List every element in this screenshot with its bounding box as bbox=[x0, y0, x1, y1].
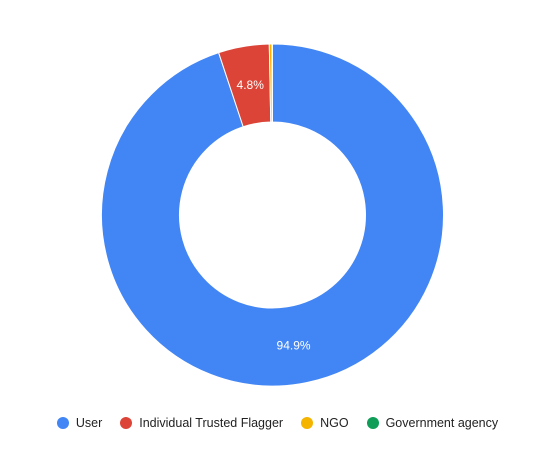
legend-swatch-government-agency bbox=[366, 417, 379, 429]
slice-user[interactable] bbox=[101, 43, 444, 387]
legend-item-individual-trusted-flagger[interactable]: Individual Trusted Flagger bbox=[120, 416, 283, 430]
legend-label-government-agency: Government agency bbox=[385, 416, 499, 430]
legend-label-ngo: NGO bbox=[320, 416, 349, 430]
legend-label-individual-trusted-flagger: Individual Trusted Flagger bbox=[139, 416, 284, 430]
legend-label-user: User bbox=[75, 416, 103, 430]
slice-label-user: 94.9% bbox=[277, 338, 311, 352]
legend-swatch-ngo bbox=[301, 417, 314, 429]
chart-slices bbox=[101, 43, 444, 387]
legend-item-user[interactable]: User bbox=[56, 416, 103, 430]
chart-legend: User Individual Trusted Flagger NGO Gove… bbox=[0, 414, 555, 432]
slice-government-agency[interactable] bbox=[271, 43, 273, 123]
chart-slice-labels: 94.9% 4.8% bbox=[237, 78, 311, 352]
slice-label-individual-trusted-flagger: 4.8% bbox=[237, 78, 265, 92]
legend-swatch-user bbox=[56, 417, 69, 429]
legend-item-government-agency[interactable]: Government agency bbox=[366, 416, 499, 430]
legend-item-ngo[interactable]: NGO bbox=[301, 416, 349, 430]
legend-swatch-individual-trusted-flagger bbox=[120, 417, 133, 429]
